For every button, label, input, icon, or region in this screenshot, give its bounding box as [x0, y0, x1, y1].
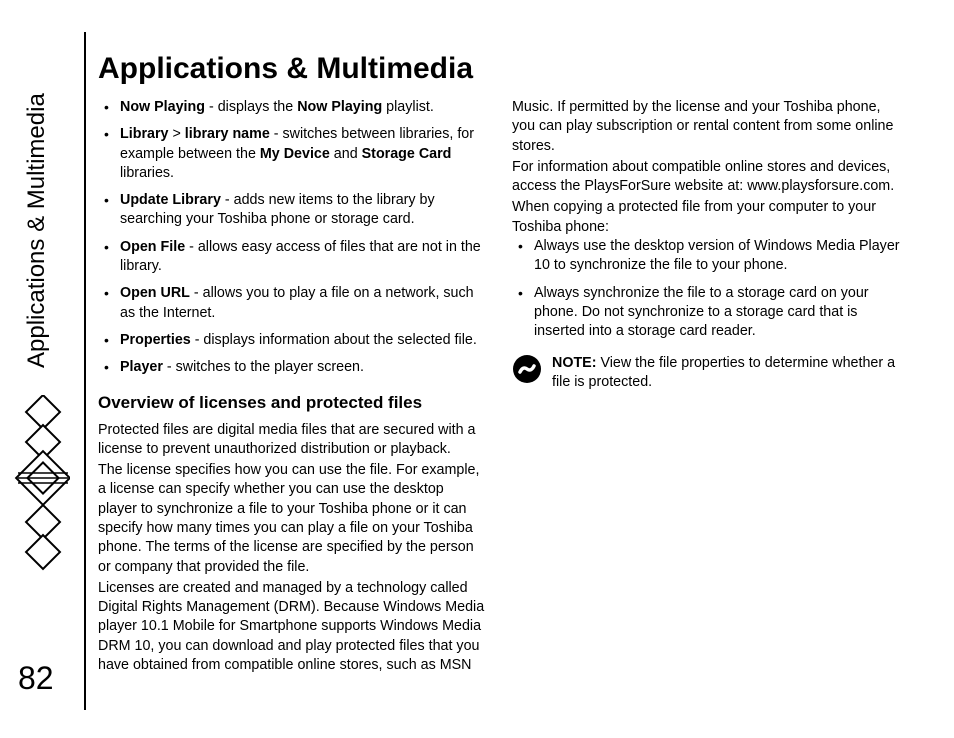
- note-block: NOTE: View the file properties to determ…: [512, 354, 900, 393]
- note-text: NOTE: View the file properties to determ…: [552, 355, 895, 390]
- menu-item-player: Player - switches to the player screen.: [98, 358, 486, 377]
- page-number: 82: [18, 660, 54, 697]
- page-title: Applications & Multimedia: [98, 52, 473, 86]
- overview-paragraph-1: Protected files are digital media files …: [98, 421, 486, 460]
- side-section-label: Applications & Multimedia: [18, 58, 56, 368]
- overview-subheading: Overview of licenses and protected files: [98, 392, 486, 415]
- diamond-stack-icon: [12, 395, 70, 585]
- menu-options-list: Now Playing - displays the Now Playing p…: [98, 98, 486, 378]
- copy-instructions-list: Always use the desktop version of Window…: [512, 237, 900, 341]
- menu-item-update-library: Update Library - adds new items to the l…: [98, 191, 486, 230]
- copy-item-sync-storage-card: Always synchronize the file to a storage…: [512, 284, 900, 342]
- menu-item-open-file: Open File - allows easy access of files …: [98, 238, 486, 277]
- page: Applications & Multimedia 82 Application…: [0, 0, 954, 738]
- overview-paragraph-5: When copying a protected file from your …: [512, 198, 900, 237]
- side-decor: [12, 395, 70, 585]
- note-icon: [512, 354, 542, 384]
- menu-item-open-url: Open URL - allows you to play a file on …: [98, 284, 486, 323]
- menu-item-library: Library > library name - switches betwee…: [98, 125, 486, 183]
- content-columns: Now Playing - displays the Now Playing p…: [98, 98, 900, 693]
- copy-item-use-desktop-wmp: Always use the desktop version of Window…: [512, 237, 900, 276]
- vertical-divider: [84, 32, 86, 710]
- overview-paragraph-4: For information about compatible online …: [512, 158, 900, 197]
- menu-item-properties: Properties - displays information about …: [98, 331, 486, 350]
- menu-item-now-playing: Now Playing - displays the Now Playing p…: [98, 98, 486, 117]
- overview-paragraph-2: The license specifies how you can use th…: [98, 461, 486, 577]
